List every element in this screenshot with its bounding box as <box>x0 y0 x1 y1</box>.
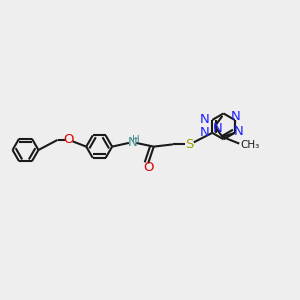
Text: CH₃: CH₃ <box>241 140 260 150</box>
Text: N: N <box>233 125 243 138</box>
Text: N: N <box>200 113 210 126</box>
Text: N: N <box>128 136 137 148</box>
Text: O: O <box>64 134 74 146</box>
Text: N: N <box>231 110 241 123</box>
Text: N: N <box>200 126 210 139</box>
Text: O: O <box>143 161 153 174</box>
Text: S: S <box>186 138 194 151</box>
Text: H: H <box>132 135 140 145</box>
Text: N: N <box>213 122 223 135</box>
